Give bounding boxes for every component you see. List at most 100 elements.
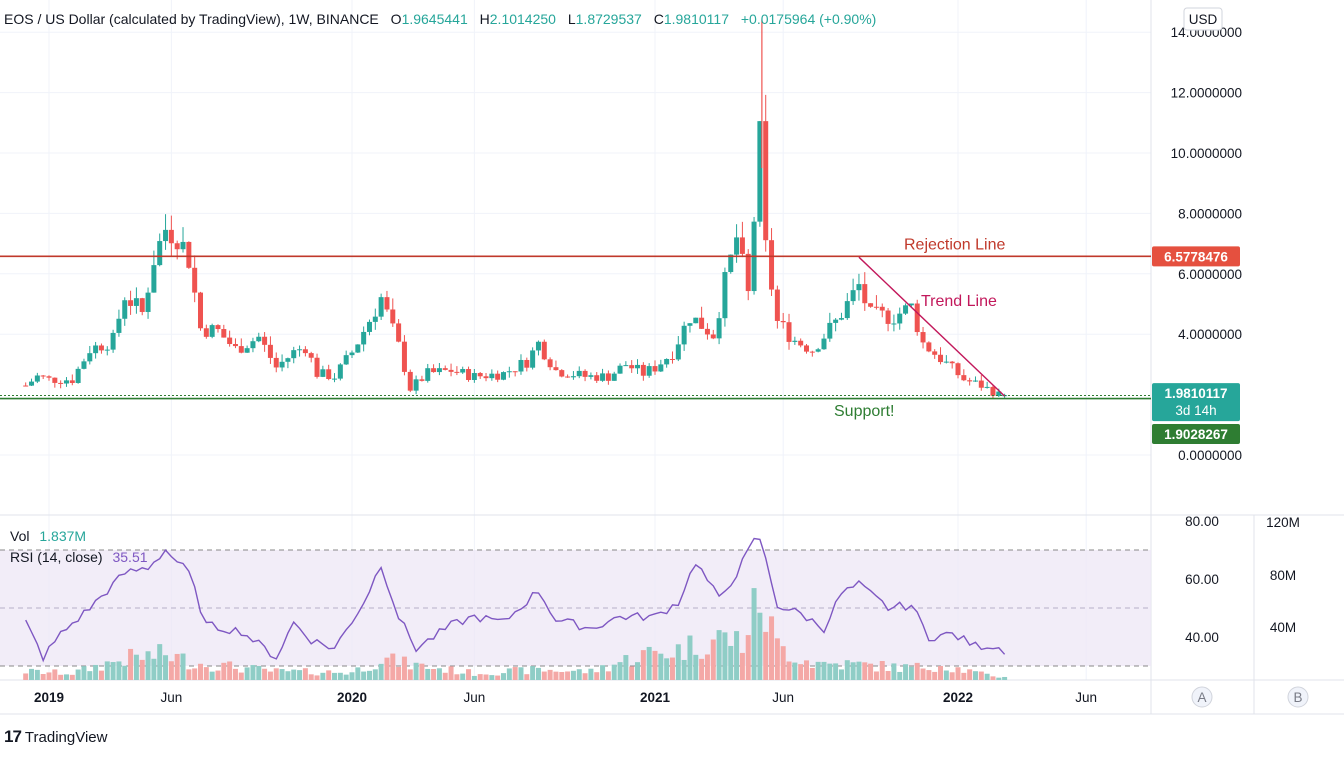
candle bbox=[168, 215, 174, 257]
volume-value: 1.837M bbox=[39, 528, 86, 544]
volume-bar bbox=[588, 668, 594, 680]
candle bbox=[605, 370, 611, 385]
candle bbox=[244, 345, 250, 353]
rsi-legend[interactable]: RSI (14, close) 35.51 bbox=[10, 549, 148, 565]
price-tick-label: 8.0000000 bbox=[1178, 206, 1242, 221]
candle bbox=[524, 357, 530, 372]
volume-bar bbox=[535, 667, 541, 680]
price-tick-label: 6.0000000 bbox=[1178, 267, 1242, 282]
time-tick-label: 2020 bbox=[337, 690, 367, 705]
volume-axis[interactable]: 120M 80M 40M bbox=[1266, 515, 1300, 635]
candle bbox=[495, 370, 501, 383]
volume-bar bbox=[378, 663, 384, 680]
candle bbox=[786, 313, 792, 350]
candle bbox=[425, 363, 431, 383]
volume-bar bbox=[227, 661, 233, 680]
candle bbox=[664, 358, 670, 368]
candle bbox=[646, 363, 652, 378]
volume-bar bbox=[291, 669, 297, 680]
volume-bar bbox=[582, 673, 588, 680]
volume-bar bbox=[600, 665, 606, 680]
volume-legend[interactable]: Vol 1.837M bbox=[10, 528, 86, 544]
rejection-line-label[interactable]: Rejection Line bbox=[904, 236, 1006, 253]
support-label[interactable]: Support! bbox=[834, 403, 894, 420]
volume-bar bbox=[29, 668, 35, 680]
candle bbox=[623, 361, 629, 367]
candle bbox=[838, 312, 844, 321]
volume-bar bbox=[734, 631, 740, 680]
volume-bar bbox=[145, 651, 151, 680]
candle bbox=[215, 324, 221, 333]
volume-bar bbox=[87, 671, 93, 680]
candle bbox=[58, 380, 64, 389]
candle bbox=[961, 369, 967, 382]
footer-brand[interactable]: 17 TradingView bbox=[4, 726, 107, 748]
candle bbox=[512, 371, 518, 377]
low-value: 1.8729537 bbox=[576, 11, 642, 27]
candle bbox=[745, 249, 751, 301]
volume-bar bbox=[664, 658, 670, 680]
candle bbox=[180, 227, 186, 253]
candle bbox=[372, 308, 378, 330]
price-tick-label: 10.0000000 bbox=[1171, 146, 1242, 161]
candle bbox=[349, 350, 355, 358]
candle bbox=[553, 360, 559, 371]
volume-bar bbox=[541, 671, 547, 680]
volume-bar bbox=[716, 630, 722, 680]
time-axis[interactable]: 2019 Jun 2020 Jun 2021 Jun 2022 Jun bbox=[34, 690, 1097, 705]
volume-tick-label: 80M bbox=[1270, 568, 1296, 583]
trend-line[interactable] bbox=[858, 256, 1006, 397]
candle bbox=[594, 372, 600, 383]
candle bbox=[903, 303, 909, 315]
candle bbox=[804, 343, 809, 354]
currency-button[interactable]: USD bbox=[1183, 7, 1223, 31]
volume-bar bbox=[990, 676, 996, 680]
volume-bar bbox=[809, 667, 815, 680]
volume-bar bbox=[361, 671, 367, 680]
volume-bar bbox=[629, 666, 635, 680]
candle bbox=[815, 347, 821, 353]
volume-bar bbox=[448, 666, 454, 680]
tradingview-logo-icon: 17 bbox=[4, 727, 22, 746]
volume-bar bbox=[967, 669, 973, 680]
last-price-tag-text: 1.9810117 bbox=[1164, 386, 1227, 401]
rsi-axis[interactable]: 80.00 60.00 40.00 bbox=[1185, 514, 1219, 645]
symbol-legend[interactable]: EOS / US Dollar (calculated by TradingVi… bbox=[4, 11, 876, 27]
candle bbox=[110, 329, 116, 353]
volume-bar bbox=[804, 660, 809, 680]
volume-bar bbox=[186, 669, 192, 680]
candle bbox=[938, 347, 944, 365]
volume-bar bbox=[104, 661, 110, 680]
candle bbox=[489, 369, 495, 381]
trend-line-label[interactable]: Trend Line bbox=[921, 293, 997, 310]
volume-bar bbox=[454, 674, 460, 680]
candle bbox=[460, 366, 466, 374]
rsi-line[interactable] bbox=[25, 537, 1006, 663]
b-scale-button[interactable]: B bbox=[1287, 686, 1309, 708]
candle bbox=[93, 341, 99, 359]
volume-bar bbox=[297, 670, 303, 680]
candle bbox=[530, 347, 536, 370]
volume-bar bbox=[769, 616, 775, 680]
volume-bar bbox=[413, 662, 419, 680]
volume-bar bbox=[75, 669, 81, 680]
candle bbox=[518, 354, 524, 375]
volume-bar bbox=[996, 677, 1002, 680]
auto-scale-button[interactable]: A bbox=[1191, 686, 1213, 708]
auto-scale-button-label: A bbox=[1197, 690, 1206, 705]
volume-bar bbox=[355, 667, 361, 680]
volume-tick-label: 40M bbox=[1270, 620, 1296, 635]
rsi-label: RSI (14, close) bbox=[10, 549, 103, 565]
volume-bar bbox=[168, 661, 174, 680]
candle bbox=[541, 339, 547, 361]
candle bbox=[81, 358, 87, 370]
volume-bar bbox=[635, 662, 641, 680]
volume-bar bbox=[745, 635, 751, 680]
volume-bar bbox=[978, 671, 984, 680]
volume-bar bbox=[576, 669, 582, 680]
price-axis[interactable]: 14.000000012.000000010.00000008.00000006… bbox=[1171, 25, 1242, 463]
candle bbox=[431, 364, 437, 373]
candle bbox=[559, 369, 565, 378]
candle bbox=[710, 329, 716, 340]
